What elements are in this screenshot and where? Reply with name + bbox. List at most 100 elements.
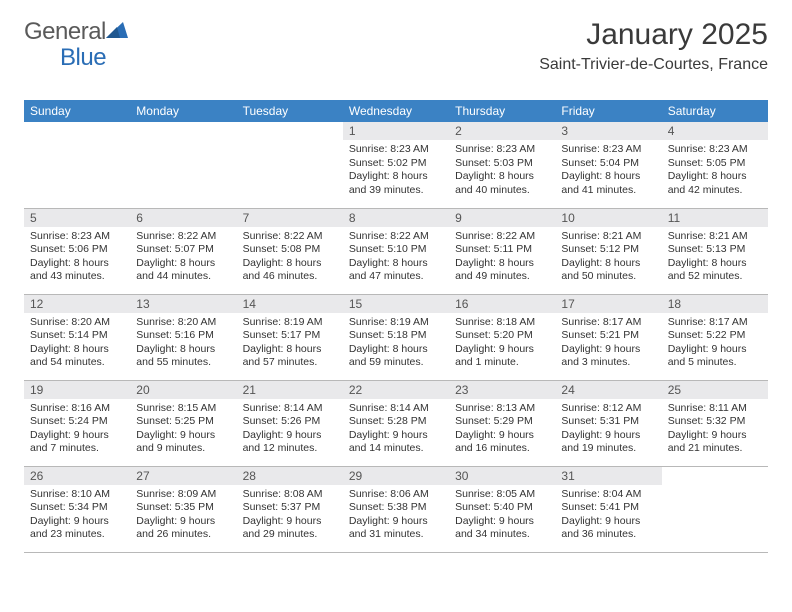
sunset-line: Sunset: 5:35 PM — [136, 501, 230, 515]
calendar-week-row: 12Sunrise: 8:20 AMSunset: 5:14 PMDayligh… — [24, 294, 768, 380]
calendar-day-cell — [130, 122, 236, 208]
calendar-week-row: 1Sunrise: 8:23 AMSunset: 5:02 PMDaylight… — [24, 122, 768, 208]
day-detail: Sunrise: 8:19 AMSunset: 5:17 PMDaylight:… — [237, 313, 343, 377]
daylight-line: Daylight: 9 hours and 12 minutes. — [243, 429, 337, 456]
sunset-line: Sunset: 5:11 PM — [455, 243, 549, 257]
daylight-line: Daylight: 8 hours and 55 minutes. — [136, 343, 230, 370]
calendar-day-cell: 15 Sunrise: 8:19 AMSunset: 5:18 PMDayligh… — [343, 294, 449, 380]
day-number: 6 — [130, 209, 236, 227]
day-number: 18 — [662, 295, 768, 313]
day-number: 14 — [237, 295, 343, 313]
daylight-line: Daylight: 9 hours and 3 minutes. — [561, 343, 655, 370]
daylight-line: Daylight: 9 hours and 36 minutes. — [561, 515, 655, 542]
sunrise-line: Sunrise: 8:23 AM — [668, 143, 762, 157]
day-detail: Sunrise: 8:11 AMSunset: 5:32 PMDaylight:… — [662, 399, 768, 463]
sunrise-line: Sunrise: 8:17 AM — [561, 316, 655, 330]
sunrise-line: Sunrise: 8:17 AM — [668, 316, 762, 330]
calendar-day-cell: 4Sunrise: 8:23 AMSunset: 5:05 PMDaylight… — [662, 122, 768, 208]
sunrise-line: Sunrise: 8:21 AM — [668, 230, 762, 244]
sunset-line: Sunset: 5:34 PM — [30, 501, 124, 515]
calendar-day-cell: 8Sunrise: 8:22 AMSunset: 5:10 PMDaylight… — [343, 208, 449, 294]
sunset-line: Sunset: 5:08 PM — [243, 243, 337, 257]
day-detail: Sunrise: 8:22 AMSunset: 5:08 PMDaylight:… — [237, 227, 343, 291]
calendar-day-cell: 2Sunrise: 8:23 AMSunset: 5:03 PMDaylight… — [449, 122, 555, 208]
day-number: 4 — [662, 122, 768, 140]
logo-line2: Blue — [24, 44, 106, 72]
daylight-line: Daylight: 8 hours and 39 minutes. — [349, 170, 443, 197]
calendar-day-cell — [24, 122, 130, 208]
logo-triangle-icon — [106, 20, 128, 43]
calendar-table: Sunday Monday Tuesday Wednesday Thursday… — [24, 100, 768, 553]
daylight-line: Daylight: 8 hours and 57 minutes. — [243, 343, 337, 370]
daylight-line: Daylight: 8 hours and 47 minutes. — [349, 257, 443, 284]
day-detail: Sunrise: 8:17 AMSunset: 5:22 PMDaylight:… — [662, 313, 768, 377]
day-number: 9 — [449, 209, 555, 227]
day-number: 22 — [343, 381, 449, 399]
sunrise-line: Sunrise: 8:16 AM — [30, 402, 124, 416]
calendar-day-cell: 23Sunrise: 8:13 AMSunset: 5:29 PMDayligh… — [449, 380, 555, 466]
sunrise-line: Sunrise: 8:23 AM — [30, 230, 124, 244]
day-detail: Sunrise: 8:15 AMSunset: 5:25 PMDaylight:… — [130, 399, 236, 463]
sunrise-line: Sunrise: 8:14 AM — [243, 402, 337, 416]
calendar-day-cell: 7Sunrise: 8:22 AMSunset: 5:08 PMDaylight… — [237, 208, 343, 294]
sunset-line: Sunset: 5:18 PM — [349, 329, 443, 343]
day-detail: Sunrise: 8:14 AMSunset: 5:26 PMDaylight:… — [237, 399, 343, 463]
calendar-day-cell — [662, 466, 768, 552]
calendar-day-cell: 5Sunrise: 8:23 AMSunset: 5:06 PMDaylight… — [24, 208, 130, 294]
calendar-day-cell: 20Sunrise: 8:15 AMSunset: 5:25 PMDayligh… — [130, 380, 236, 466]
calendar-day-cell: 24Sunrise: 8:12 AMSunset: 5:31 PMDayligh… — [555, 380, 661, 466]
calendar-week-row: 19Sunrise: 8:16 AMSunset: 5:24 PMDayligh… — [24, 380, 768, 466]
calendar-day-cell: 19Sunrise: 8:16 AMSunset: 5:24 PMDayligh… — [24, 380, 130, 466]
calendar-day-cell: 14Sunrise: 8:19 AMSunset: 5:17 PMDayligh… — [237, 294, 343, 380]
weekday-header: Monday — [130, 100, 236, 122]
day-detail: Sunrise: 8:23 AMSunset: 5:05 PMDaylight:… — [662, 140, 768, 204]
sunrise-line: Sunrise: 8:14 AM — [349, 402, 443, 416]
day-detail: Sunrise: 8:23 AMSunset: 5:02 PMDaylight:… — [343, 140, 449, 204]
calendar-week-row: 5Sunrise: 8:23 AMSunset: 5:06 PMDaylight… — [24, 208, 768, 294]
daylight-line: Daylight: 8 hours and 43 minutes. — [30, 257, 124, 284]
sunrise-line: Sunrise: 8:23 AM — [349, 143, 443, 157]
daylight-line: Daylight: 9 hours and 21 minutes. — [668, 429, 762, 456]
daylight-line: Daylight: 9 hours and 1 minute. — [455, 343, 549, 370]
calendar-day-cell: 28Sunrise: 8:08 AMSunset: 5:37 PMDayligh… — [237, 466, 343, 552]
day-detail: Sunrise: 8:23 AMSunset: 5:03 PMDaylight:… — [449, 140, 555, 204]
day-number: 19 — [24, 381, 130, 399]
weekday-header: Wednesday — [343, 100, 449, 122]
logo-text-general: General — [24, 18, 106, 46]
day-number: 17 — [555, 295, 661, 313]
calendar-day-cell — [237, 122, 343, 208]
daylight-line: Daylight: 9 hours and 19 minutes. — [561, 429, 655, 456]
sunrise-line: Sunrise: 8:20 AM — [136, 316, 230, 330]
calendar-day-cell: 10Sunrise: 8:21 AMSunset: 5:12 PMDayligh… — [555, 208, 661, 294]
calendar-week-row: 26Sunrise: 8:10 AMSunset: 5:34 PMDayligh… — [24, 466, 768, 552]
sunrise-line: Sunrise: 8:09 AM — [136, 488, 230, 502]
daylight-line: Daylight: 8 hours and 52 minutes. — [668, 257, 762, 284]
sunset-line: Sunset: 5:21 PM — [561, 329, 655, 343]
sunset-line: Sunset: 5:10 PM — [349, 243, 443, 257]
sunset-line: Sunset: 5:04 PM — [561, 157, 655, 171]
sunrise-line: Sunrise: 8:10 AM — [30, 488, 124, 502]
sunrise-line: Sunrise: 8:23 AM — [561, 143, 655, 157]
calendar-day-cell: 11Sunrise: 8:21 AMSunset: 5:13 PMDayligh… — [662, 208, 768, 294]
day-detail: Sunrise: 8:23 AMSunset: 5:04 PMDaylight:… — [555, 140, 661, 204]
calendar-day-cell: 18Sunrise: 8:17 AMSunset: 5:22 PMDayligh… — [662, 294, 768, 380]
daylight-line: Daylight: 9 hours and 23 minutes. — [30, 515, 124, 542]
daylight-line: Daylight: 8 hours and 54 minutes. — [30, 343, 124, 370]
day-number: 15 — [343, 295, 449, 313]
day-detail: Sunrise: 8:12 AMSunset: 5:31 PMDaylight:… — [555, 399, 661, 463]
calendar-day-cell: 12Sunrise: 8:20 AMSunset: 5:14 PMDayligh… — [24, 294, 130, 380]
calendar-day-cell: 6Sunrise: 8:22 AMSunset: 5:07 PMDaylight… — [130, 208, 236, 294]
day-number: 3 — [555, 122, 661, 140]
sunrise-line: Sunrise: 8:19 AM — [349, 316, 443, 330]
day-detail: Sunrise: 8:09 AMSunset: 5:35 PMDaylight:… — [130, 485, 236, 549]
daylight-line: Daylight: 8 hours and 59 minutes. — [349, 343, 443, 370]
day-detail: Sunrise: 8:22 AMSunset: 5:10 PMDaylight:… — [343, 227, 449, 291]
day-number: 21 — [237, 381, 343, 399]
weekday-header: Saturday — [662, 100, 768, 122]
day-detail: Sunrise: 8:20 AMSunset: 5:16 PMDaylight:… — [130, 313, 236, 377]
day-number: 1 — [343, 122, 449, 140]
sunrise-line: Sunrise: 8:06 AM — [349, 488, 443, 502]
sunrise-line: Sunrise: 8:22 AM — [243, 230, 337, 244]
sunrise-line: Sunrise: 8:12 AM — [561, 402, 655, 416]
day-detail: Sunrise: 8:13 AMSunset: 5:29 PMDaylight:… — [449, 399, 555, 463]
